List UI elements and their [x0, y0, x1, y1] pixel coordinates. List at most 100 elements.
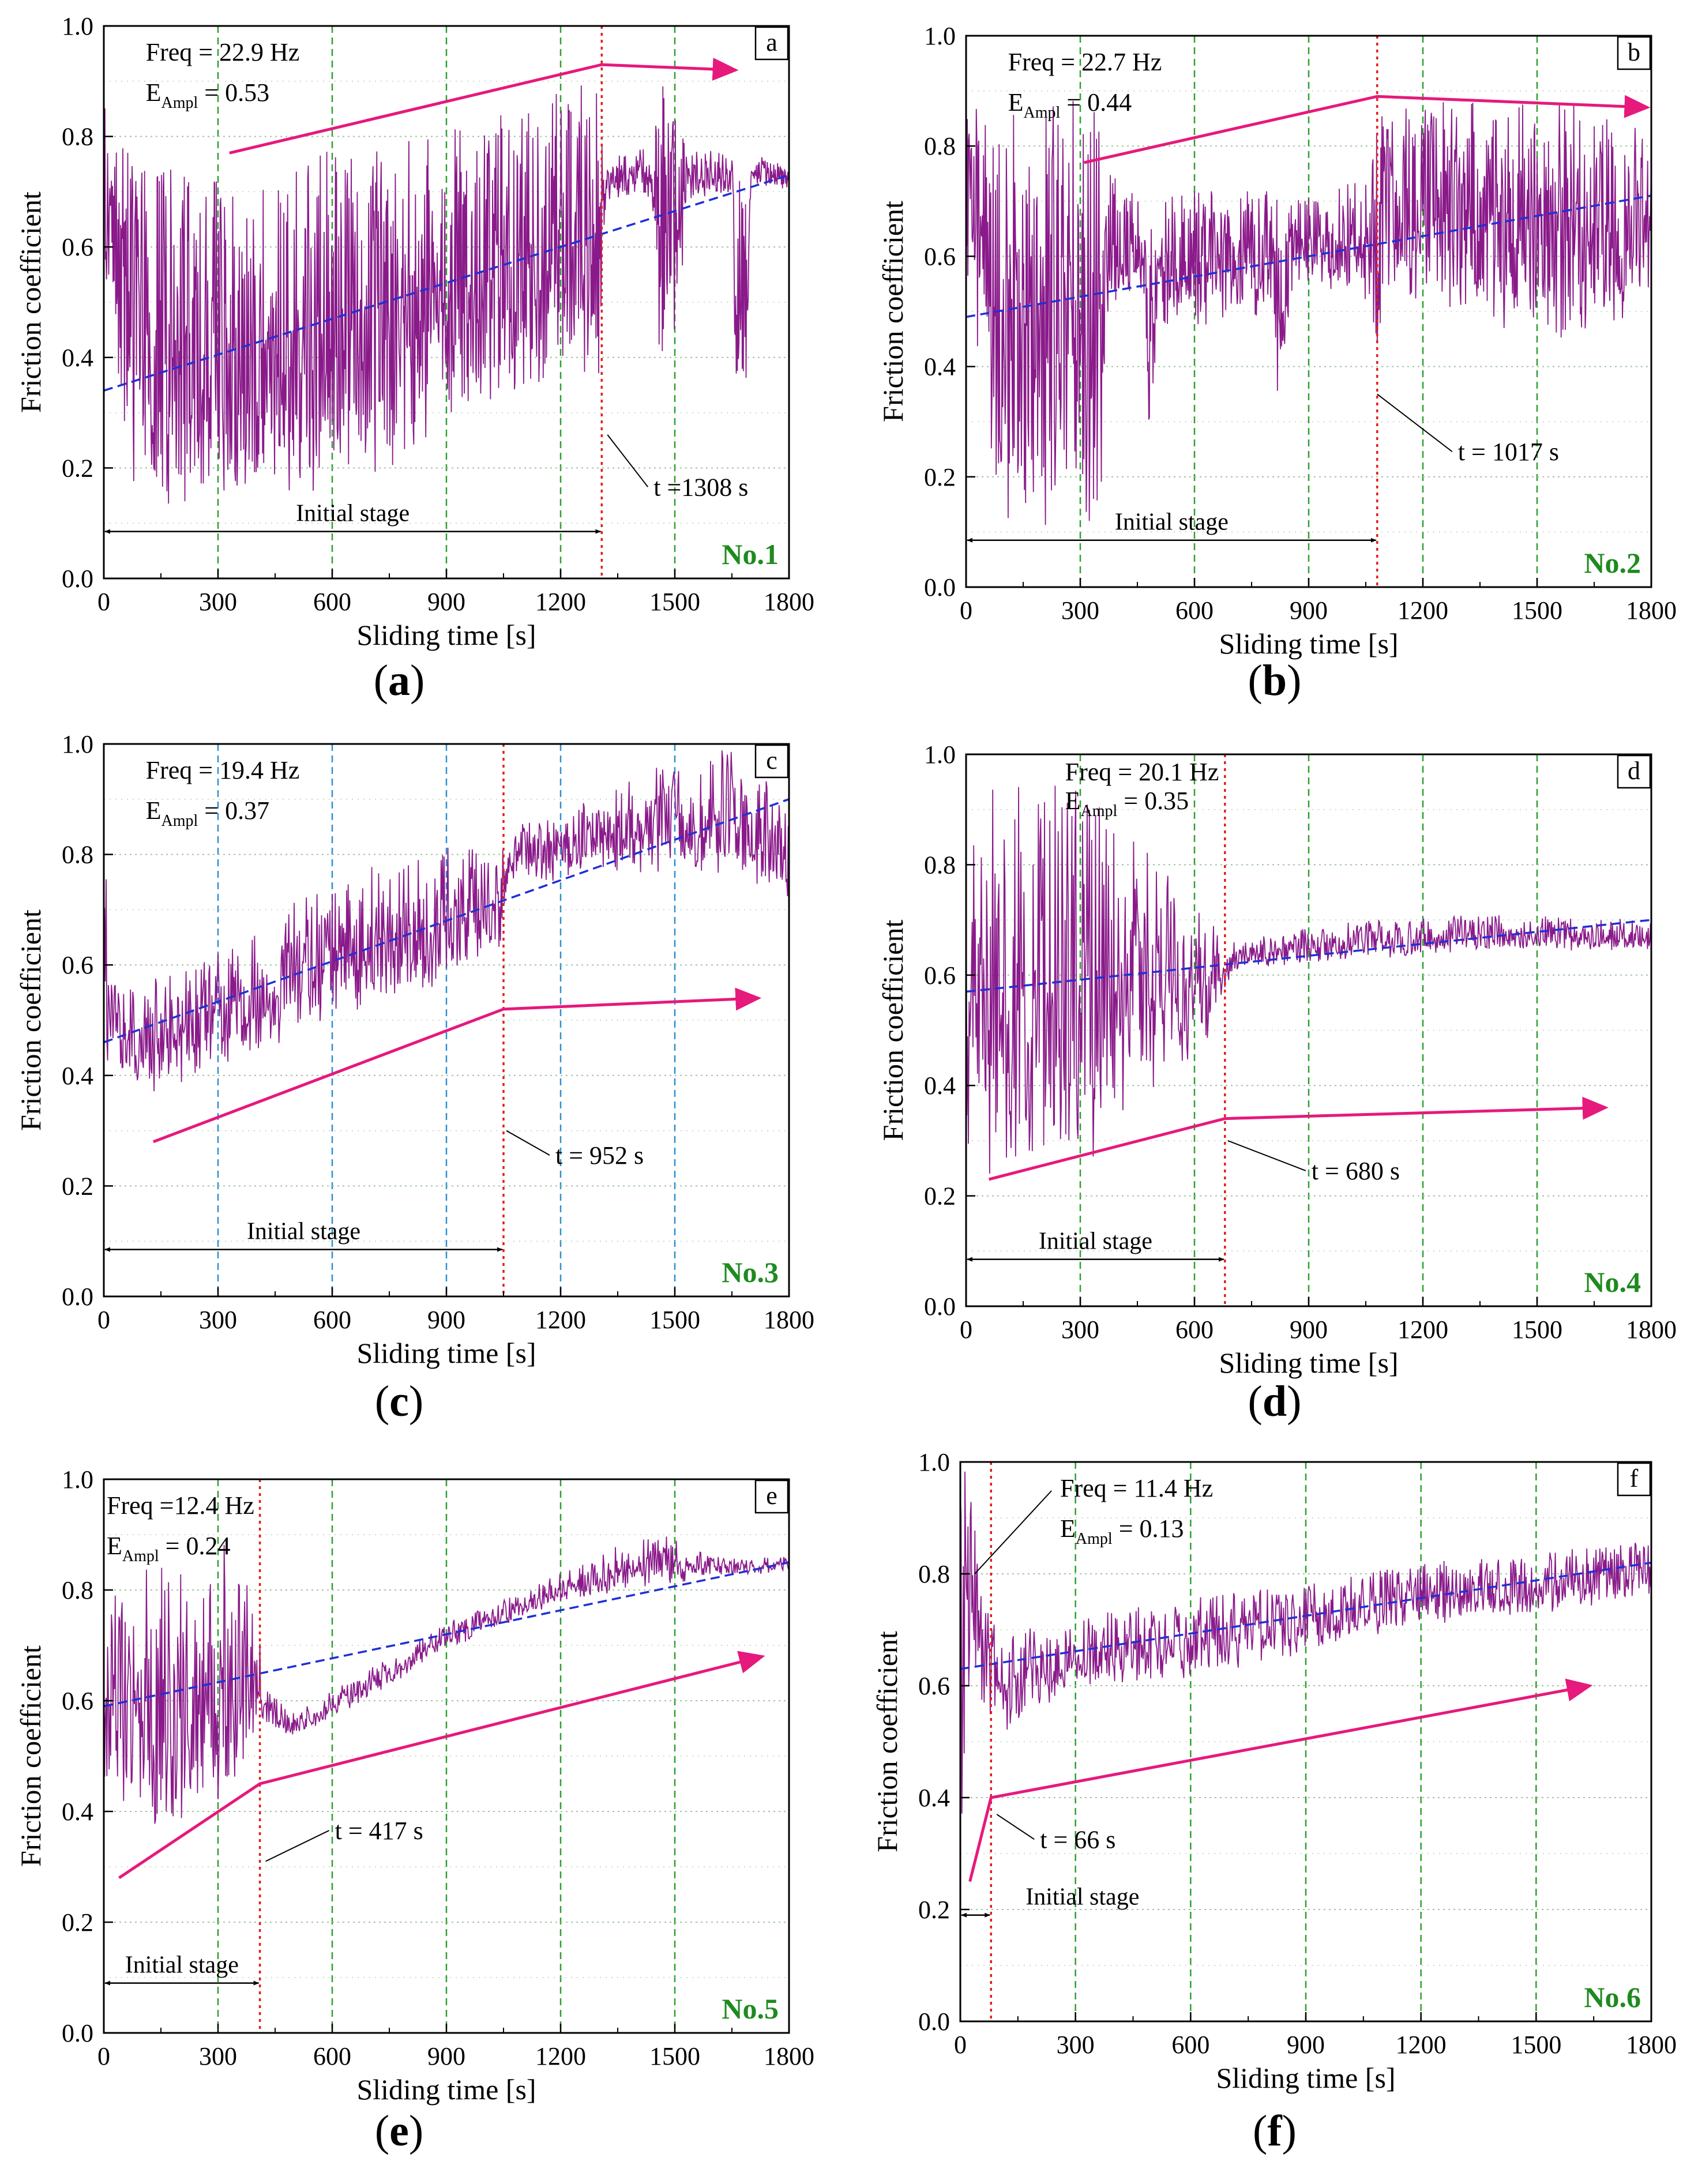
- transition-leader-line: [506, 1130, 550, 1156]
- amplitude-subscript: Ampl: [122, 1547, 159, 1565]
- initial-stage-label: Initial stage: [125, 1952, 239, 1979]
- x-tick-label: 600: [313, 2042, 351, 2070]
- y-tick-label: 0.0: [62, 1283, 93, 1311]
- y-tick-label: 0.8: [924, 851, 956, 879]
- panel-letter: e: [766, 1482, 777, 1510]
- y-tick-label: 0.8: [924, 132, 956, 160]
- amplitude-label: EAmpl = 0.53: [146, 78, 270, 112]
- transition-time-label: t = 680 s: [1312, 1157, 1400, 1185]
- y-tick-label: 0.2: [918, 1896, 950, 1924]
- transition-time-label: t = 66 s: [1040, 1825, 1115, 1854]
- friction-signal-series: [966, 785, 1652, 1174]
- y-tick-label: 0.6: [918, 1672, 950, 1700]
- panel-caption: (e): [375, 2107, 423, 2155]
- y-tick-label: 0.8: [62, 1576, 93, 1604]
- frequency-label: Freq =12.4 Hz: [107, 1491, 254, 1520]
- frequency-label: Freq = 22.7 Hz: [1008, 48, 1162, 76]
- panel-letter: f: [1630, 1464, 1639, 1493]
- transition-leader-line: [1377, 393, 1453, 452]
- y-tick-label: 0.4: [924, 353, 956, 381]
- frequency-label: Freq = 11.4 Hz: [1060, 1474, 1213, 1502]
- chart-panel-c: Initial stage t = 952 s Freq = 19.4 Hz EAmp…: [14, 730, 814, 1426]
- amplitude-value: 0.24: [186, 1532, 231, 1560]
- panel-letter: b: [1628, 38, 1640, 66]
- y-tick-label: 0.2: [62, 1172, 93, 1200]
- y-tick-label: 0.0: [62, 565, 93, 593]
- x-tick-label: 1200: [1396, 2031, 1447, 2059]
- trend-arrow: [229, 57, 739, 155]
- x-tick-label: 1200: [535, 1306, 586, 1334]
- y-tick-label: 0.6: [62, 233, 93, 261]
- x-tick-label: 300: [1057, 2031, 1095, 2059]
- panel-caption: (d): [1248, 1377, 1302, 1426]
- x-tick-label: 600: [313, 1306, 351, 1334]
- amplitude-equals: =: [1060, 88, 1087, 116]
- trend-line: [960, 1561, 1652, 1670]
- trend-arrow: [1084, 95, 1651, 164]
- y-tick-label: 1.0: [62, 12, 93, 40]
- transition-leader-line: [265, 1830, 330, 1862]
- amplitude-symbol: E: [1008, 88, 1024, 116]
- y-axis-label: Friction coefficient: [877, 201, 909, 422]
- amplitude-label: EAmpl = 0.44: [1008, 88, 1132, 122]
- x-tick-label: 1500: [1512, 596, 1562, 625]
- panel-letter: a: [766, 28, 777, 57]
- trend-arrow: [118, 1651, 765, 1879]
- x-tick-label: 0: [960, 596, 972, 625]
- x-tick-label: 600: [313, 588, 351, 616]
- sample-label: No.5: [722, 1993, 779, 2025]
- y-tick-label: 0.6: [924, 961, 956, 990]
- x-tick-label: 1200: [1398, 1315, 1448, 1344]
- panel-caption-close: ): [410, 656, 424, 705]
- y-tick-label: 0.0: [62, 2019, 93, 2047]
- y-tick-label: 0.8: [918, 1560, 950, 1588]
- amplitude-symbol: E: [146, 796, 161, 825]
- x-tick-label: 1800: [1626, 596, 1677, 625]
- frequency-leader-line: [974, 1490, 1052, 1574]
- amplitude-symbol: E: [146, 78, 161, 107]
- trend-line: [103, 798, 790, 1043]
- x-tick-label: 300: [1061, 596, 1099, 625]
- y-tick-label: 0.8: [62, 841, 93, 869]
- y-tick-label: 0.4: [62, 344, 93, 372]
- sample-label: No.4: [1584, 1266, 1641, 1298]
- x-tick-label: 1800: [764, 588, 814, 616]
- panel-letter-box: [754, 1479, 789, 1514]
- transition-time-label: t = 417 s: [335, 1817, 423, 1845]
- x-axis-label: Sliding time [s]: [1219, 627, 1398, 660]
- chart-panel-f: Initial stage t = 66 s Freq = 11.4 Hz EAmpl…: [871, 1448, 1677, 2155]
- sample-label: No.3: [722, 1256, 779, 1288]
- y-tick-label: 0.2: [62, 1908, 93, 1937]
- panel-caption-letter: d: [1263, 1377, 1287, 1426]
- x-tick-label: 0: [97, 588, 110, 616]
- x-tick-label: 300: [199, 1306, 237, 1334]
- y-tick-label: 1.0: [924, 22, 956, 50]
- amplitude-equals: =: [198, 78, 225, 107]
- amplitude-equals: =: [159, 1532, 186, 1560]
- x-tick-label: 1500: [649, 1306, 700, 1334]
- x-axis-label: Sliding time [s]: [1216, 2062, 1395, 2094]
- x-tick-label: 0: [97, 2042, 110, 2070]
- friction-signal-series: [103, 750, 790, 1092]
- panel-caption-letter: b: [1263, 656, 1287, 705]
- x-tick-label: 600: [1175, 596, 1214, 625]
- amplitude-subscript: Ampl: [161, 94, 198, 112]
- chart-panel-b: Initial stage t = 1017 s Freq = 22.7 Hz EAm…: [877, 22, 1677, 705]
- amplitude-symbol: E: [1060, 1514, 1076, 1543]
- x-tick-label: 300: [1061, 1315, 1099, 1344]
- sample-label: No.6: [1584, 1981, 1641, 2013]
- panel-letter: d: [1628, 757, 1640, 785]
- amplitude-equals: =: [198, 796, 225, 825]
- x-tick-label: 1500: [1512, 1315, 1562, 1344]
- panel-letter: c: [766, 746, 777, 775]
- y-axis-label: Friction coefficient: [14, 1645, 47, 1867]
- x-axis-label: Sliding time [s]: [1219, 1347, 1398, 1379]
- trend-arrow: [988, 1096, 1609, 1181]
- panel-caption-letter: f: [1267, 2107, 1283, 2155]
- friction-signal-series: [103, 1536, 790, 1824]
- panel-caption-open: (: [374, 656, 388, 705]
- panel-caption-close: ): [1282, 2107, 1297, 2155]
- trend-arrow: [968, 1678, 1593, 1882]
- y-tick-label: 0.2: [924, 1182, 956, 1211]
